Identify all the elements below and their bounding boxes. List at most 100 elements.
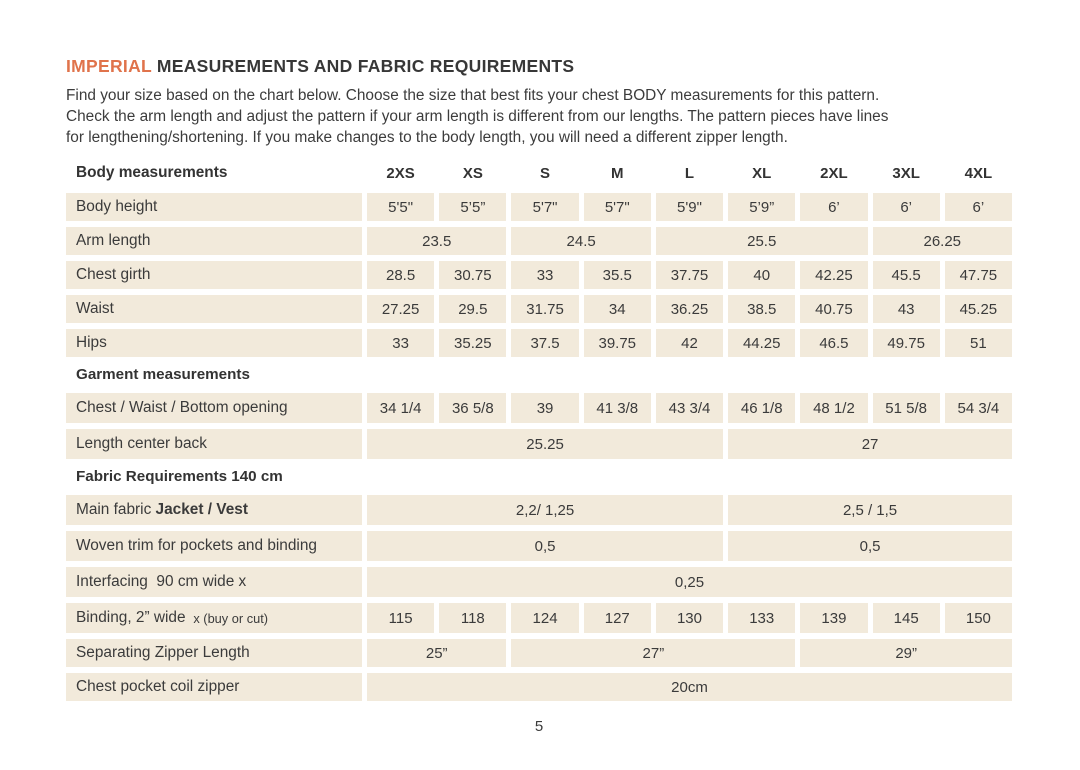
intro-line: Check the arm length and adjust the patt… [66, 108, 889, 125]
table-row: Separating Zipper Length 25” 27” 29” [66, 639, 1012, 667]
value-cell: 5'9" [655, 193, 724, 221]
page: IMPERIAL MEASUREMENTS AND FABRIC REQUIRE… [66, 56, 1016, 735]
row-label-text: Binding, 2” wide [76, 609, 190, 626]
table-header-label: Body measurements [76, 164, 228, 181]
row-label: Hips [66, 329, 362, 357]
row-label: Interfacing 90 cm wide x [66, 567, 362, 597]
value-cell: 29” [800, 639, 1012, 667]
value-cell: 127 [583, 603, 651, 633]
row-label-text: Interfacing 90 cm wide x [76, 573, 247, 590]
row-label-text: Chest girth [76, 266, 151, 283]
section-header: Garment measurements [76, 365, 250, 383]
value-cell: 26.25 [872, 227, 1012, 255]
value-cell: 5'7" [511, 193, 579, 221]
table-row: Hips 33 35.25 37.5 39.75 42 44.25 46.5 49.75 51 [66, 329, 1012, 357]
value-cell: 5'7" [583, 193, 651, 221]
value-cell: 35.5 [583, 261, 651, 289]
value-cell: 5'5" [367, 193, 435, 221]
table-row: Main fabric Jacket / Vest 2,2/ 1,25 2,5 / … [66, 495, 1012, 525]
value-cell: 39 [511, 393, 579, 423]
size-column-header: 2XS [386, 164, 415, 182]
size-column-header: 2XL [820, 164, 848, 182]
value-cell: 44.25 [728, 329, 796, 357]
row-label-text: Arm length [76, 232, 151, 249]
value-cell: 25.5 [655, 227, 868, 255]
value-cell: 47.75 [944, 261, 1012, 289]
value-cell: 6’ [800, 193, 868, 221]
value-cell: 5’9” [728, 193, 796, 221]
value-cell: 29.5 [439, 295, 507, 323]
value-cell: 24.5 [511, 227, 651, 255]
row-label-small: x (buy or cut) [189, 610, 269, 626]
value-cell: 124 [511, 603, 579, 633]
value-cell: 54 3/4 [944, 393, 1012, 423]
value-cell: 33 [511, 261, 579, 289]
row-label-text: Hips [76, 334, 107, 351]
size-column-header: 4XL [964, 164, 993, 182]
table-header-row: Body measurements 2XS XS S M L XL 2XL 3XL 4XL [66, 161, 1012, 185]
size-column-header: S [540, 164, 551, 182]
size-table: Body measurements 2XS XS S M L XL 2XL 3XL 4XL Body… [66, 161, 1012, 701]
table-row: Body height 5'5" 5’5” 5'7" 5'7" 5'9" 5’9” 6’ 6’ 6… [66, 193, 1012, 221]
value-cell: 46.5 [800, 329, 868, 357]
value-cell: 0,5 [728, 531, 1012, 561]
value-cell: 20cm [367, 673, 1012, 701]
intro-line: for lengthening/shortening. If you make … [66, 129, 788, 146]
row-label: Main fabric Jacket / Vest [66, 495, 362, 525]
value-cell: 25.25 [367, 429, 724, 459]
value-cell: 0,5 [367, 531, 724, 561]
table-row: Length center back 25.25 27 [66, 429, 1012, 459]
value-cell: 48 1/2 [800, 393, 868, 423]
section-header: Fabric Requirements 140 cm [76, 467, 283, 485]
value-cell: 40 [728, 261, 796, 289]
row-label: Chest girth [66, 261, 362, 289]
intro-text: Find your size based on the chart below.… [66, 85, 1016, 148]
value-cell: 133 [728, 603, 796, 633]
value-cell: 36 5/8 [439, 393, 507, 423]
row-label-text: Chest / Waist / Bottom opening [76, 399, 288, 416]
row-label-text: Body height [76, 198, 158, 215]
size-column-header: M [611, 164, 624, 182]
value-cell: 51 [944, 329, 1012, 357]
row-label-text: Main fabric [76, 501, 156, 518]
table-row: Chest girth 28.5 30.75 33 35.5 37.75 40 42.25 45… [66, 261, 1012, 289]
intro-line: Find your size based on the chart below.… [66, 87, 880, 104]
value-cell: 46 1/8 [728, 393, 796, 423]
value-cell: 2,5 / 1,5 [728, 495, 1012, 525]
row-label: Waist [66, 295, 362, 323]
size-column-header: 3XL [892, 164, 920, 182]
value-cell: 0,25 [367, 567, 1012, 597]
value-cell: 41 3/8 [583, 393, 651, 423]
page-number: 5 [534, 718, 544, 735]
value-cell: 38.5 [728, 295, 796, 323]
row-label: Chest pocket coil zipper [66, 673, 362, 701]
value-cell: 45.5 [872, 261, 940, 289]
value-cell: 23.5 [367, 227, 507, 255]
value-cell: 6’ [944, 193, 1012, 221]
table-row: Binding, 2” wide x (buy or cut) 115 118 124… [66, 603, 1012, 633]
table-row: Chest / Waist / Bottom opening 34 1/4 36 5… [66, 393, 1012, 423]
value-cell: 139 [800, 603, 868, 633]
value-cell: 39.75 [583, 329, 651, 357]
table-row: Woven trim for pockets and binding 0,5 0,5 [66, 531, 1012, 561]
value-cell: 31.75 [511, 295, 579, 323]
value-cell: 36.25 [655, 295, 724, 323]
value-cell: 51 5/8 [872, 393, 940, 423]
table-row: Waist 27.25 29.5 31.75 34 36.25 38.5 40.75 43 45.… [66, 295, 1012, 323]
value-cell: 27.25 [367, 295, 435, 323]
value-cell: 145 [872, 603, 940, 633]
value-cell: 150 [944, 603, 1012, 633]
value-cell: 30.75 [439, 261, 507, 289]
page-title-accent: IMPERIAL [66, 56, 152, 76]
value-cell: 37.5 [511, 329, 579, 357]
row-label: Binding, 2” wide x (buy or cut) [66, 603, 362, 633]
table-row: Arm length 23.5 24.5 25.5 26.25 [66, 227, 1012, 255]
value-cell: 42.25 [800, 261, 868, 289]
row-label-text: Waist [76, 300, 114, 317]
row-label: Arm length [66, 227, 362, 255]
row-label: Woven trim for pockets and binding [66, 531, 362, 561]
value-cell: 115 [367, 603, 435, 633]
value-cell: 27” [511, 639, 796, 667]
value-cell: 42 [655, 329, 724, 357]
size-column-header: L [684, 164, 695, 182]
